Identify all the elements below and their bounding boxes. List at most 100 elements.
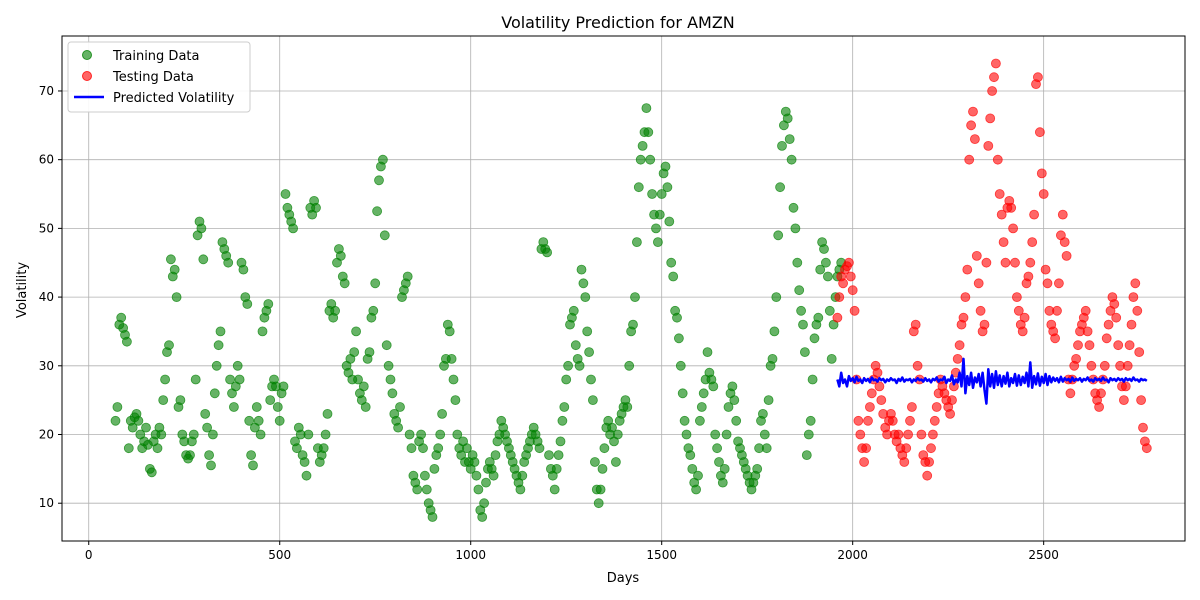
scatter-point xyxy=(461,443,472,454)
scatter-point xyxy=(727,381,738,392)
scatter-point xyxy=(244,415,255,426)
y-tick-label: 20 xyxy=(39,428,54,442)
scatter-point xyxy=(1134,347,1145,358)
scatter-point xyxy=(679,415,690,426)
scatter-point xyxy=(893,429,904,440)
scatter-point xyxy=(588,395,598,406)
x-tick-label: 1000 xyxy=(455,548,486,562)
scatter-point xyxy=(991,58,1001,69)
scatter-point xyxy=(952,353,963,364)
scatter-point xyxy=(714,457,724,467)
scatter-point xyxy=(1138,422,1148,433)
scatter-point xyxy=(164,340,174,351)
scatter-point xyxy=(368,305,379,316)
scatter-point xyxy=(446,353,457,364)
scatter-point xyxy=(586,374,596,385)
scatter-point xyxy=(1029,209,1039,220)
scatter-point xyxy=(668,271,679,282)
scatter-point xyxy=(280,189,291,199)
scatter-point xyxy=(1006,202,1017,213)
y-axis-label: Volatility xyxy=(15,262,30,318)
scatter-point xyxy=(593,498,604,509)
scatter-point xyxy=(303,429,314,440)
scatter-point xyxy=(383,360,394,371)
scatter-point xyxy=(257,326,268,337)
scatter-point xyxy=(185,450,195,461)
scatter-point xyxy=(265,395,276,406)
scatter-point xyxy=(551,463,562,474)
x-axis-ticks: 0 500 1000 1500 2000 2500 xyxy=(85,541,1059,562)
scatter-point xyxy=(1010,257,1020,268)
x-tick-label: 0 xyxy=(85,548,93,562)
scatter-point xyxy=(1073,340,1083,351)
scatter-point xyxy=(141,422,151,433)
y-tick-label: 60 xyxy=(39,153,54,167)
scatter-point xyxy=(992,154,1003,165)
scatter-point xyxy=(901,443,912,454)
scatter-point xyxy=(681,429,692,440)
scatter-point xyxy=(975,305,986,316)
scatter-point xyxy=(1141,443,1152,454)
scatter-point xyxy=(773,230,784,241)
chart-title: Volatility Prediction for AMZN xyxy=(501,13,735,32)
scatter-point xyxy=(832,312,843,323)
scatter-point xyxy=(1103,319,1114,330)
scatter-point xyxy=(225,374,236,385)
scatter-point xyxy=(823,271,833,282)
scatter-point xyxy=(641,103,652,113)
scatter-point xyxy=(576,264,587,275)
scatter-point xyxy=(213,340,224,351)
scatter-point xyxy=(696,402,707,412)
scatter-point xyxy=(973,278,984,289)
grid-lines xyxy=(62,36,1185,541)
scatter-point xyxy=(1086,360,1097,371)
scatter-point xyxy=(1084,340,1095,351)
scatter-point xyxy=(998,237,1009,248)
scatter-point xyxy=(1042,278,1053,289)
scatter-point xyxy=(861,443,871,454)
scatter-point xyxy=(723,402,734,412)
y-tick-label: 40 xyxy=(39,290,54,304)
scatter-point xyxy=(207,429,218,440)
scatter-point xyxy=(190,374,201,385)
scatter-point xyxy=(924,457,934,467)
scatter-point xyxy=(767,353,778,364)
scatter-point xyxy=(863,415,873,426)
scatter-point xyxy=(206,460,216,471)
scatter-point xyxy=(542,247,552,258)
scatter-point xyxy=(515,484,526,495)
scatter-point xyxy=(381,340,392,351)
scatter-point xyxy=(611,457,621,467)
legend: Training Data Testing Data Predicted Vol… xyxy=(67,41,251,113)
scatter-point xyxy=(807,374,818,385)
scatter-point xyxy=(372,206,383,217)
scatter-point xyxy=(784,134,795,145)
scatter-point xyxy=(970,134,980,145)
scatter-point xyxy=(759,429,770,440)
scatter-point xyxy=(708,381,719,392)
scatter-point xyxy=(1036,168,1047,179)
scatter-point xyxy=(215,326,226,337)
scatter-point xyxy=(859,457,869,467)
scatter-point xyxy=(922,470,933,481)
scatter-point xyxy=(844,257,854,268)
scatter-point xyxy=(404,429,415,440)
scatter-point xyxy=(945,408,955,419)
scatter-point xyxy=(612,429,623,440)
scatter-point xyxy=(677,388,688,399)
scatter-point xyxy=(1000,257,1011,268)
scatter-point xyxy=(786,154,797,165)
scatter-point xyxy=(358,381,369,392)
scatter-point xyxy=(534,443,545,454)
scatter-point xyxy=(1059,237,1070,248)
scatter-point xyxy=(469,457,480,467)
scatter-point xyxy=(301,470,312,481)
scatter-point xyxy=(719,463,730,474)
scatter-point xyxy=(855,429,866,440)
scatter-point xyxy=(771,292,782,303)
y-tick-label: 10 xyxy=(39,496,54,510)
scatter-point xyxy=(794,285,805,296)
scatter-point xyxy=(595,484,606,495)
scatter-point xyxy=(752,463,763,474)
